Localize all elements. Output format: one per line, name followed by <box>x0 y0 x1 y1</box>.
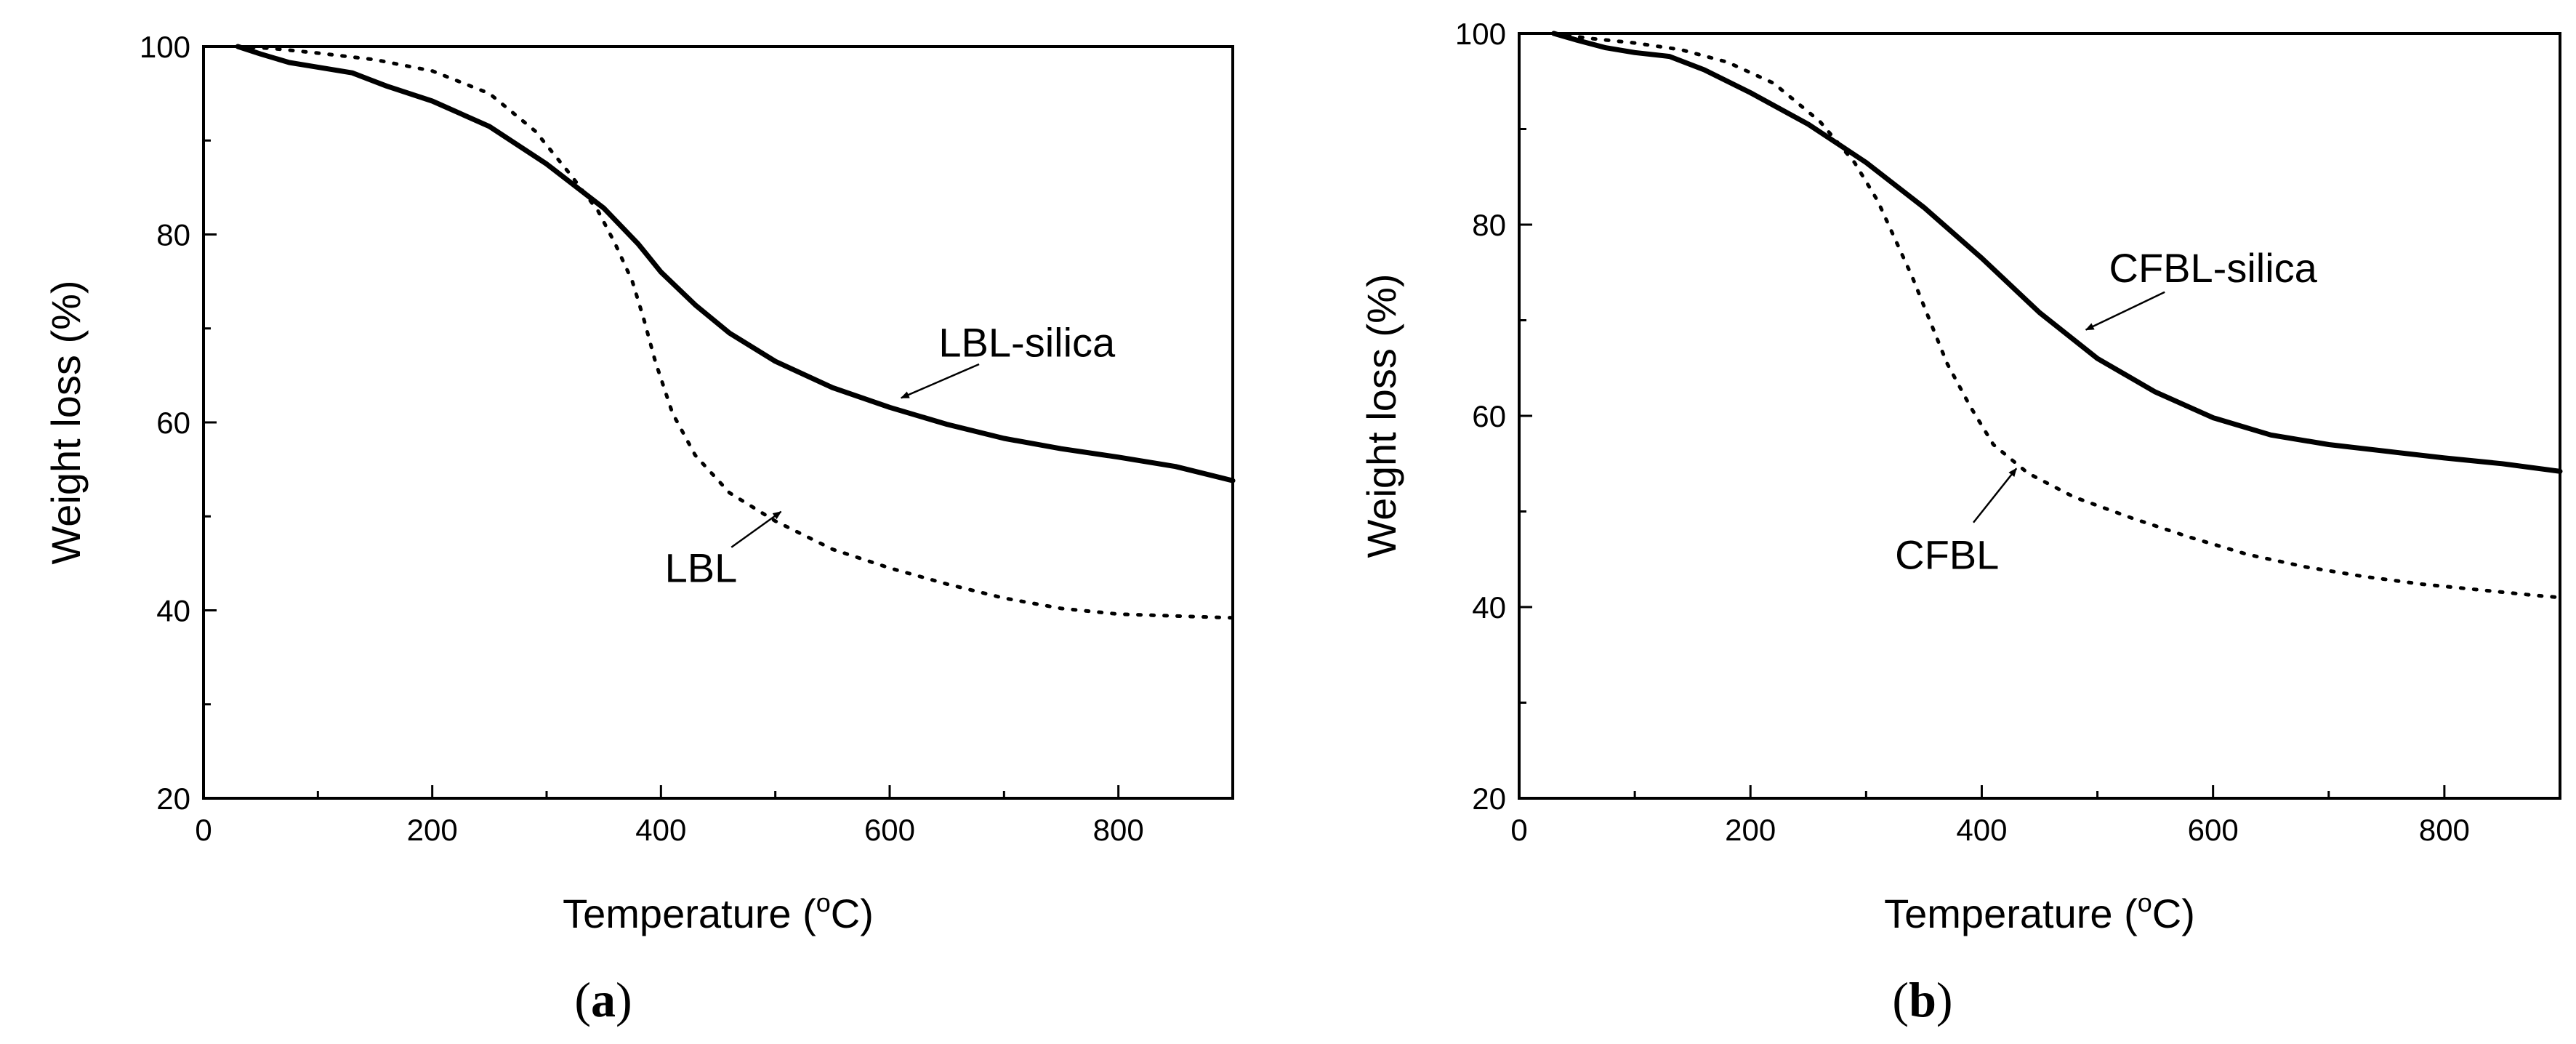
x-tick-label-b: 200 <box>1725 813 1776 847</box>
y-tick-label-a: 100 <box>140 30 190 64</box>
annotation-arrow-lbl-silica <box>900 363 980 399</box>
x-axis-title-a: Temperature (oC) <box>563 888 874 936</box>
y-tick-label-a: 60 <box>156 406 190 440</box>
x-tick-label-a: 600 <box>864 813 915 847</box>
y-tick-label-b: 80 <box>1472 208 1506 242</box>
annotation-arrow-cfbl <box>1973 467 2018 523</box>
chart-panel-a: 0 200 400 600 800 20 40 60 80 100 Temperature (oC)… <box>43 30 1236 1027</box>
panel-label-a: (a) <box>574 972 632 1027</box>
y-axis-title-a: Weight loss (%) <box>43 280 89 564</box>
annotation-cfbl: CFBL <box>1895 531 1999 577</box>
y-tick-label-a: 40 <box>156 594 190 628</box>
x-tick-label-a: 400 <box>635 813 686 847</box>
y-tick-label-b: 100 <box>1455 17 1506 51</box>
y-tick-label-a: 20 <box>156 782 190 816</box>
annotation-arrow-cfbl-silica <box>2085 291 2165 331</box>
annotation-arrow-lbl <box>730 510 782 548</box>
series-line-cfbl-silica <box>1551 31 2563 474</box>
plot-frame-a <box>202 45 1234 800</box>
annotation-lbl: LBL <box>665 545 738 591</box>
x-tick-label-a: 0 <box>195 813 212 847</box>
x-tick-label-a: 200 <box>407 813 458 847</box>
x-tick-label-b: 400 <box>1956 813 2007 847</box>
y-tick-label-a: 80 <box>156 218 190 252</box>
y-tick-label-b: 40 <box>1472 590 1506 625</box>
series-line-cfbl <box>1552 31 2562 600</box>
x-tick-label-b: 0 <box>1510 813 1527 847</box>
series-line-lbl-silica <box>235 44 1236 483</box>
x-tick-label-a: 800 <box>1093 813 1144 847</box>
annotation-cfbl-silica: CFBL-silica <box>2109 245 2318 291</box>
y-tick-label-b: 20 <box>1472 782 1506 816</box>
plot-frame-b <box>1518 32 2561 800</box>
x-tick-label-b: 600 <box>2188 813 2239 847</box>
x-tick-label-b: 800 <box>2419 813 2470 847</box>
chart-panel-b: 0 200 400 600 800 20 40 60 80 100 Temperature (oC)… <box>1359 17 2563 1027</box>
panel-label-b: (b) <box>1892 972 1952 1027</box>
annotation-lbl-silica: LBL-silica <box>938 320 1116 366</box>
y-tick-label-b: 60 <box>1472 399 1506 433</box>
x-axis-title-b: Temperature (oC) <box>1884 888 2195 936</box>
series-line-lbl <box>236 44 1235 620</box>
y-axis-title-b: Weight loss (%) <box>1359 273 1404 558</box>
